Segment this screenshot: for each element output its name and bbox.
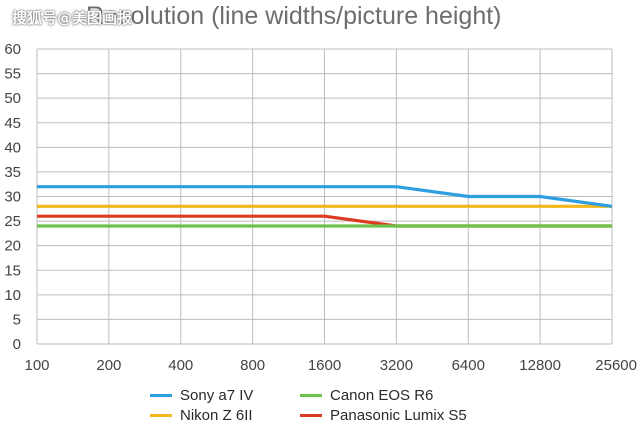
- x-tick-label: 12800: [519, 357, 561, 374]
- y-tick-label: 45: [4, 115, 21, 132]
- x-tick-label: 25600: [595, 357, 637, 374]
- legend-label: Canon EOS R6: [330, 387, 434, 404]
- y-tick-label: 40: [4, 139, 21, 156]
- y-tick-label: 55: [4, 66, 21, 83]
- tick-labels: 0 5 10 15 20 25 30 35 40 45 50 55 60 100 200 400 800 1600…: [4, 41, 637, 374]
- y-tick-label: 25: [4, 213, 21, 230]
- x-tick-label: 1600: [308, 357, 341, 374]
- y-tick-label: 5: [13, 311, 21, 328]
- legend-label: Panasonic Lumix S5: [330, 407, 467, 424]
- legend-item: Panasonic Lumix S5: [300, 407, 467, 424]
- legend-swatch: [150, 414, 172, 417]
- legend-label: Nikon Z 6II: [180, 407, 253, 424]
- series-line-0: [37, 185, 613, 208]
- y-tick-label: 15: [4, 262, 21, 279]
- x-tick-label: 100: [24, 357, 49, 374]
- series-lines: [37, 185, 613, 228]
- legend-item: Canon EOS R6: [300, 387, 433, 404]
- x-tick-label: 6400: [452, 357, 485, 374]
- y-tick-label: 35: [4, 164, 21, 181]
- legend-swatch: [300, 414, 322, 417]
- x-tick-label: 200: [96, 357, 121, 374]
- y-tick-label: 10: [4, 287, 21, 304]
- x-tick-label: 800: [240, 357, 265, 374]
- legend-item: Nikon Z 6II: [150, 407, 253, 424]
- y-tick-label: 20: [4, 238, 21, 255]
- chart-title: Resolution (line widths/picture height): [86, 2, 502, 30]
- grid: [36, 48, 613, 345]
- legend-item: Sony a7 IV: [150, 387, 253, 404]
- x-tick-label: 3200: [380, 357, 413, 374]
- y-tick-label: 60: [4, 41, 21, 58]
- legend-swatch: [300, 394, 322, 397]
- y-tick-label: 50: [4, 90, 21, 107]
- watermark: 搜狐号@美图画报: [12, 9, 133, 27]
- y-tick-label: 0: [13, 336, 21, 353]
- legend-label: Sony a7 IV: [180, 387, 254, 404]
- y-tick-label: 30: [4, 189, 21, 206]
- legend-swatch: [150, 394, 172, 397]
- x-tick-label: 400: [168, 357, 193, 374]
